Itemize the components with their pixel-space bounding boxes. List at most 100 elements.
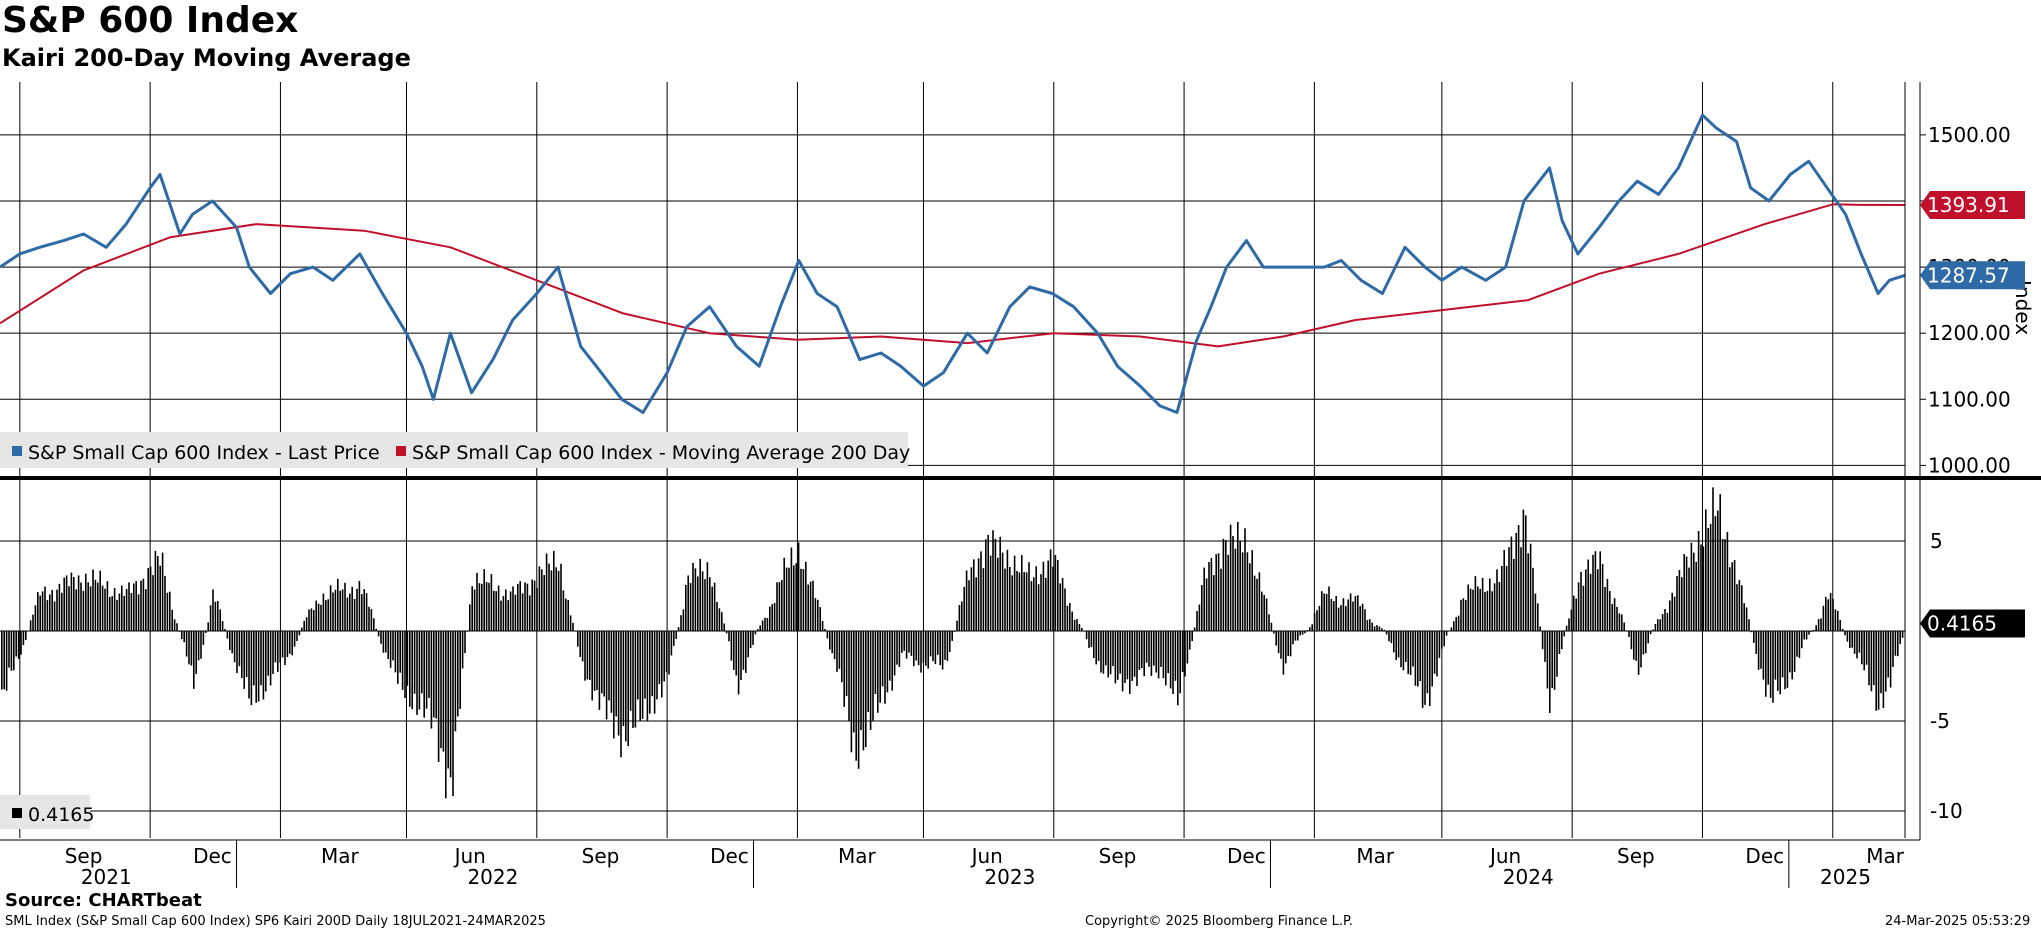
kairi-bar bbox=[430, 631, 433, 729]
kairi-bar bbox=[152, 575, 154, 631]
kairi-bar bbox=[1707, 527, 1709, 631]
kairi-bar bbox=[423, 631, 425, 718]
kairi-bar bbox=[1021, 555, 1023, 631]
kairi-bar bbox=[1539, 626, 1541, 631]
kairi-bar bbox=[128, 582, 130, 631]
kairi-bar bbox=[327, 599, 329, 631]
legend-swatch-price bbox=[12, 446, 22, 456]
kairi-bar bbox=[1846, 631, 1849, 642]
kairi-bar bbox=[716, 601, 718, 631]
kairi-bar bbox=[291, 631, 293, 656]
price-lines bbox=[0, 113, 1906, 414]
kairi-bar bbox=[1681, 577, 1683, 631]
kairi-bar bbox=[857, 631, 860, 769]
kairi-bar bbox=[737, 631, 740, 695]
kairi-bar bbox=[1501, 565, 1503, 631]
kairi-bar bbox=[257, 631, 260, 702]
kairi-bar bbox=[1229, 524, 1232, 631]
kairi-bar bbox=[1714, 516, 1717, 631]
kairi-bar bbox=[255, 631, 257, 703]
kairi-bar bbox=[531, 579, 533, 631]
kairi-bar bbox=[951, 631, 953, 641]
kairi-bar bbox=[519, 581, 521, 631]
kairi-bar bbox=[169, 591, 171, 631]
kairi-bar bbox=[1457, 615, 1460, 631]
kairi-bar bbox=[706, 562, 709, 631]
kairi-bar bbox=[1796, 631, 1798, 657]
kairi-bar bbox=[1409, 631, 1412, 675]
kairi-bar bbox=[699, 558, 701, 631]
kairi-bar bbox=[279, 631, 281, 663]
kairi-bar bbox=[865, 631, 867, 748]
kairi-bar bbox=[1515, 532, 1517, 631]
kairi-bar bbox=[1683, 554, 1685, 631]
kairi-bar bbox=[1162, 631, 1165, 679]
kairi-bar bbox=[1313, 613, 1316, 631]
kairi-bar bbox=[997, 557, 999, 631]
kairi-bar bbox=[898, 631, 901, 667]
kairi-bar bbox=[413, 631, 416, 694]
kairi-bar bbox=[385, 631, 387, 653]
kairi-bar bbox=[1371, 622, 1373, 631]
kairi-bar bbox=[368, 606, 370, 631]
kairi-bar bbox=[1131, 631, 1133, 681]
kairi-bar bbox=[140, 580, 142, 631]
tag-label: 1393.91 bbox=[1927, 193, 2010, 217]
kairi-bar bbox=[677, 627, 680, 631]
kairi-bar bbox=[829, 631, 831, 650]
kairi-bar bbox=[1009, 567, 1011, 631]
kairi-bar bbox=[805, 561, 807, 631]
kairi-bar bbox=[181, 631, 183, 640]
kairi-bar bbox=[1673, 596, 1676, 631]
kairi-bar bbox=[29, 620, 32, 631]
kairi-bar bbox=[1069, 603, 1071, 631]
kairi-bar bbox=[1167, 631, 1169, 674]
kairi-bar bbox=[1664, 609, 1666, 631]
kairi-bar bbox=[927, 631, 929, 669]
kairi-bar bbox=[298, 631, 301, 636]
kairi-bar bbox=[1126, 631, 1129, 680]
kairi-bar bbox=[889, 631, 891, 681]
kairi-bar bbox=[598, 631, 601, 710]
kairi-bar bbox=[219, 609, 221, 631]
kairi-bar bbox=[1040, 574, 1042, 631]
kairi-bar bbox=[1587, 559, 1589, 631]
series-info: SML Index (S&P Small Cap 600 Index) SP6 … bbox=[5, 914, 546, 929]
y-tick-label: 1200.00 bbox=[1928, 321, 2011, 345]
kairi-bar bbox=[1424, 631, 1426, 705]
timestamp: 24-Mar-2025 05:53:29 bbox=[1885, 914, 2031, 929]
kairi-bar bbox=[838, 631, 841, 669]
kairi-bar bbox=[562, 590, 565, 631]
kairi-bar bbox=[1640, 631, 1642, 668]
kairi-bar bbox=[1148, 631, 1150, 667]
kairi-bar bbox=[231, 631, 233, 654]
kairi-bar bbox=[517, 583, 519, 631]
kairi-bar bbox=[1837, 610, 1839, 631]
kairi-bar bbox=[977, 558, 980, 631]
kairi-bar bbox=[404, 631, 406, 698]
kairi-bar bbox=[848, 631, 850, 722]
kairi-bar bbox=[553, 550, 555, 631]
x-month-label: Mar bbox=[838, 844, 877, 868]
kairi-bar bbox=[1856, 631, 1858, 659]
kairi-bar bbox=[418, 631, 421, 710]
kairi-bar bbox=[1652, 629, 1654, 631]
kairi-bar bbox=[495, 591, 497, 631]
kairi-bar bbox=[692, 562, 694, 631]
kairi-bar bbox=[617, 631, 620, 736]
kairi-bar bbox=[1520, 547, 1522, 631]
kairi-bar bbox=[1093, 631, 1095, 658]
kairi-bar bbox=[214, 601, 217, 631]
kairi-bar bbox=[73, 576, 75, 631]
kairi-bar bbox=[1417, 631, 1419, 687]
kairi-bar bbox=[973, 559, 975, 631]
kairi-bar bbox=[488, 582, 490, 631]
kairi-bar bbox=[1037, 584, 1040, 631]
kairi-bar bbox=[831, 631, 833, 654]
tag-shape bbox=[1920, 261, 2025, 290]
axes bbox=[0, 82, 2041, 888]
kairi-bar bbox=[1364, 609, 1366, 631]
kairi-bar bbox=[572, 622, 574, 631]
kairi-bar bbox=[1397, 631, 1400, 658]
kairi-bar bbox=[1179, 631, 1181, 694]
